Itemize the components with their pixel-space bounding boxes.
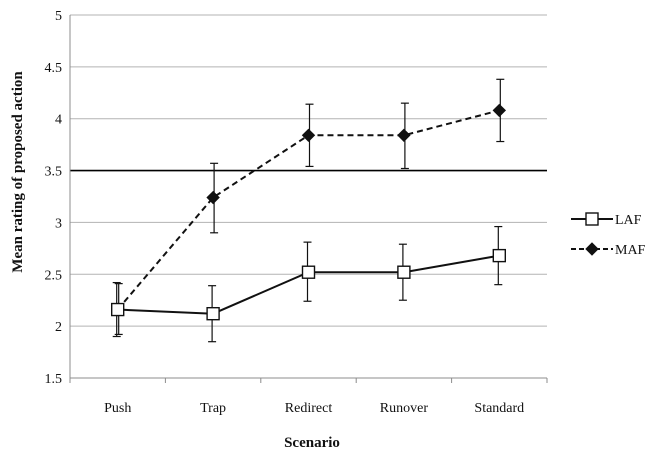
x-tick-label: Push: [104, 401, 131, 416]
y-tick-label: 3: [55, 216, 62, 231]
y-tick-labels: 1.5 2 2.5 3 3.5 4 4.5 5: [45, 9, 63, 387]
legend-label-maf: MAF: [615, 243, 646, 258]
series-laf: [110, 225, 506, 343]
legend-item-maf: MAF: [571, 242, 646, 258]
y-tick-label: 4.5: [45, 61, 63, 76]
series: [110, 78, 507, 343]
y-tick-label: 1.5: [45, 372, 63, 387]
series-maf: [110, 78, 507, 336]
data-point-maf: [397, 128, 411, 143]
series-line-laf: [117, 254, 500, 315]
x-tick-label: Runover: [380, 401, 429, 416]
legend-marker-maf: [585, 242, 599, 256]
legend-marker-laf: [585, 212, 599, 226]
x-tick-label: Trap: [200, 401, 226, 416]
y-axis-title: Mean rating of proposed action: [10, 71, 26, 273]
legend-label-laf: LAF: [615, 213, 642, 228]
y-tick-label: 2: [55, 320, 62, 335]
x-axis-title: Scenario: [284, 435, 340, 451]
legend-item-laf: LAF: [571, 212, 642, 228]
data-point-laf: [301, 265, 316, 279]
data-point-maf: [301, 128, 316, 143]
gridlines: [70, 14, 547, 327]
y-tick-label: 4: [55, 113, 62, 128]
data-point-laf: [492, 248, 506, 263]
axes: [69, 15, 548, 383]
data-point-maf: [492, 103, 507, 118]
y-tick-label: 3.5: [45, 165, 63, 180]
data-point-laf: [206, 306, 220, 321]
legend: LAF MAF: [571, 212, 646, 258]
x-tick-labels: Push Trap Redirect Runover Standard: [104, 401, 524, 416]
x-tick-label: Redirect: [285, 401, 333, 416]
data-point-maf: [206, 190, 220, 205]
data-point-laf: [110, 302, 125, 317]
y-tick-label: 5: [55, 9, 62, 24]
x-tick-label: Standard: [474, 401, 524, 416]
y-tick-label: 2.5: [45, 268, 63, 283]
data-point-laf: [397, 265, 411, 279]
